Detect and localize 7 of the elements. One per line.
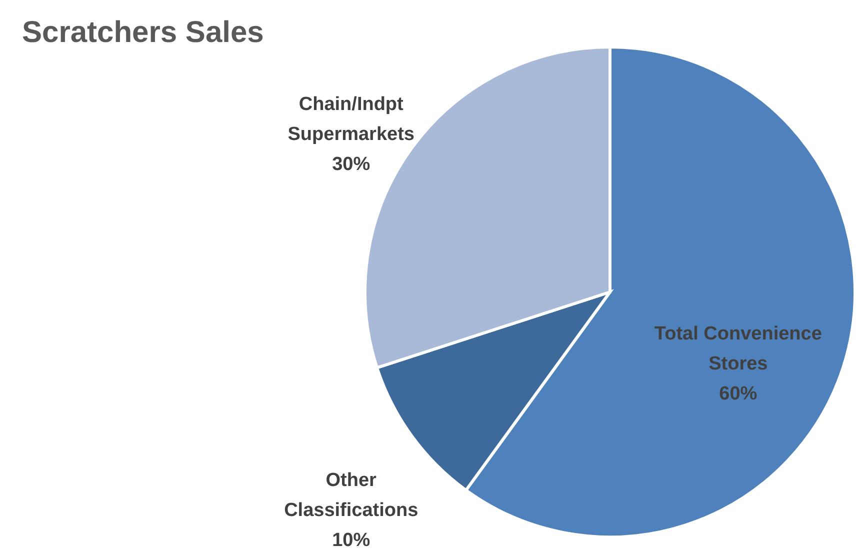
data-label: 30%	[332, 154, 370, 175]
data-label: 10%	[332, 530, 370, 552]
data-label: 60%	[719, 384, 758, 405]
chart-title: Scratchers Sales	[22, 16, 264, 49]
slice-label: Total Convenience Stores	[654, 324, 822, 375]
slice-label: Chain/Indpt Supermarkets	[288, 94, 414, 145]
slice-label: Other Classifications	[284, 470, 418, 522]
